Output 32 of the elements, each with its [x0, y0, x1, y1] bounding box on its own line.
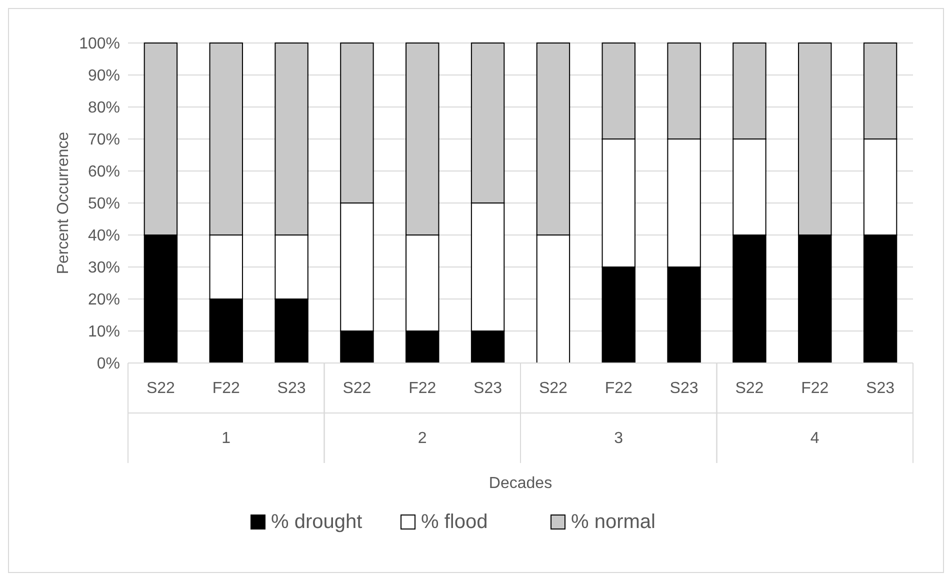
y-tick-label: 20%: [88, 292, 120, 309]
x-tick-label: F22: [801, 380, 829, 397]
y-tick-label: 50%: [88, 196, 120, 213]
y-tick-label: 70%: [88, 132, 120, 149]
y-tick-label: 40%: [88, 228, 120, 245]
y-tick-label: 90%: [88, 68, 120, 85]
x-tick-label: S23: [866, 380, 895, 397]
x-tick-label: S22: [735, 380, 764, 397]
y-tick-label: 60%: [88, 164, 120, 181]
x-tick-label: S22: [342, 380, 372, 397]
x-axis-title: Decades: [488, 475, 552, 492]
y-axis-title: Percent Occurrence: [55, 132, 72, 274]
x-tick-label: S22: [146, 380, 176, 397]
text: 1: [222, 430, 231, 447]
x-tick-label: S23: [670, 380, 698, 397]
x-tick-label: F22: [408, 380, 436, 397]
legend-label: % normal: [571, 511, 656, 533]
y-tick-label: 0%: [96, 356, 120, 373]
legend-label: % flood: [421, 511, 488, 533]
legend-label: % drought: [271, 511, 363, 533]
text: 4: [810, 430, 820, 447]
x-tick-label: S23: [277, 380, 306, 397]
y-tick-label: 10%: [88, 324, 120, 341]
x-tick-label: S23: [474, 380, 502, 397]
y-tick-label: 100%: [79, 36, 120, 53]
x-tick-label: S22: [538, 380, 568, 397]
text: 2: [418, 430, 427, 447]
text: 3: [614, 430, 624, 447]
x-tick-label: F22: [604, 380, 633, 397]
y-tick-label: 30%: [88, 260, 120, 277]
x-tick-label: F22: [212, 380, 240, 397]
y-tick-label: 80%: [88, 100, 120, 117]
